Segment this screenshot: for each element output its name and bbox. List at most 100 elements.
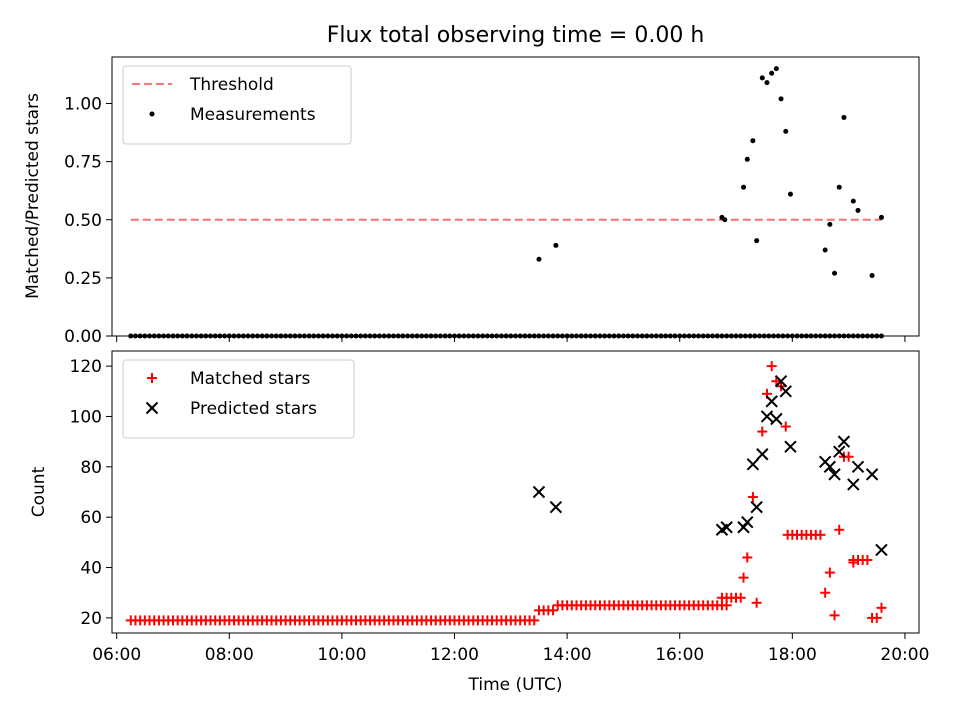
- matched-star-point: [834, 524, 845, 535]
- measurement-point: [778, 96, 784, 102]
- measurement-point: [783, 128, 789, 134]
- matched-star-point: [738, 572, 749, 583]
- y-tick-label: 0.25: [64, 269, 102, 289]
- legend-dot: Measurements: [149, 105, 316, 125]
- top-y-axis-label: Matched/Predicted stars: [23, 93, 43, 299]
- measurement-point: [841, 114, 847, 120]
- x-tick-label: 08:00: [205, 645, 254, 665]
- matched-star-point: [747, 492, 758, 503]
- bottom-panel-marks: [125, 361, 888, 626]
- x-tick-label: 14:00: [543, 645, 592, 665]
- matched-star-point: [780, 421, 791, 432]
- predicted-star-point: [549, 500, 563, 514]
- legend-label: Predicted stars: [190, 399, 317, 419]
- matched-star-point: [766, 361, 777, 372]
- predicted-star-point: [828, 468, 841, 481]
- measurement-point: [855, 207, 861, 213]
- matched-star-point: [548, 605, 559, 616]
- matched-star-point: [824, 567, 835, 578]
- matched-star-point: [848, 557, 859, 568]
- y-tick-label: 0.00: [64, 327, 102, 347]
- x-tick-label: 18:00: [768, 645, 817, 665]
- x-axis-label: Time (UTC): [468, 675, 563, 695]
- bottom-y-ticks: 20 40 60 80 100 120: [70, 357, 112, 629]
- measurement-point: [744, 156, 750, 162]
- x-tick-label: 06:00: [92, 645, 141, 665]
- measurement-point: [754, 238, 760, 244]
- predicted-star-point: [532, 485, 546, 499]
- bottom-legend: Matched stars Predicted stars: [122, 359, 355, 439]
- x-tick-label: 12:00: [430, 645, 479, 665]
- x-tick-label: 16:00: [655, 645, 704, 665]
- predicted-star-point: [720, 521, 733, 534]
- y-tick-label: 1.00: [64, 95, 102, 115]
- measurement-point: [553, 242, 559, 248]
- y-tick-label: 20: [80, 609, 102, 629]
- legend-x: Predicted stars: [145, 399, 317, 419]
- measurement-point: [769, 70, 775, 76]
- measurement-point: [764, 80, 770, 86]
- measurement-point: [878, 214, 884, 220]
- predicted-star-point: [774, 375, 788, 388]
- matched-star-point: [829, 610, 840, 621]
- measurement-point: [773, 66, 779, 72]
- predicted-star-point: [765, 395, 778, 408]
- predicted-star-point: [865, 468, 879, 481]
- measurement-point: [827, 221, 833, 227]
- predicted-star-point: [750, 500, 763, 514]
- matched-star-point: [815, 529, 826, 540]
- bottom-panel: 20 40 60 80 100 120 06:00 08:00 10:00 12:00 14:00…: [29, 350, 929, 695]
- bottom-panel-frame: [111, 350, 920, 634]
- predicted-star-point: [833, 445, 846, 458]
- measurement-point: [787, 191, 793, 197]
- legend-label: Matched stars: [190, 369, 310, 389]
- predicted-star-point: [760, 410, 774, 423]
- matched-star-point: [751, 597, 762, 608]
- matched-star-point: [757, 426, 768, 437]
- top-x-ticks: [116, 336, 906, 342]
- legend-label: Threshold: [189, 75, 274, 95]
- y-tick-label: 0.75: [64, 153, 102, 173]
- legend-plus: Matched stars: [147, 369, 310, 389]
- chart-title: Flux total observing time = 0.00 h: [327, 23, 705, 48]
- matched-star-point: [843, 451, 854, 462]
- measurement-point: [536, 256, 542, 262]
- predicted-star-point: [851, 460, 865, 474]
- measurement-point: [836, 184, 842, 190]
- y-tick-label: 100: [70, 407, 102, 427]
- measurement-point: [750, 138, 756, 144]
- measurement-point: [832, 270, 838, 276]
- predicted-star-point: [823, 460, 837, 474]
- legend-threshold: Threshold: [132, 75, 274, 95]
- y-tick-label: 60: [80, 508, 102, 528]
- bottom-x-ticks: 06:00 08:00 10:00 12:00 14:00 16:00 18:00 20:00: [92, 633, 929, 665]
- predicted-star-point: [746, 458, 760, 471]
- predicted-star-point: [741, 516, 754, 529]
- y-tick-label: 80: [80, 458, 102, 478]
- legend-box: [122, 65, 352, 145]
- bottom-y-axis-label: Count: [29, 466, 49, 517]
- top-panel: 0.00 0.25 0.50 0.75 1.00 Matched/Predicted s…: [23, 56, 920, 347]
- measurement-point: [722, 217, 728, 223]
- legend-label: Measurements: [190, 105, 316, 125]
- matched-star-point: [820, 587, 831, 598]
- matched-star-point: [876, 602, 887, 613]
- y-tick-label: 40: [80, 559, 102, 579]
- y-tick-label: 120: [70, 357, 102, 377]
- matched-star-point: [529, 615, 540, 626]
- measurement-point: [822, 247, 828, 253]
- top-legend: Threshold Measurements: [122, 65, 352, 145]
- y-tick-label: 0.50: [64, 211, 102, 231]
- predicted-star-point: [779, 385, 792, 398]
- predicted-star-point: [875, 543, 888, 557]
- predicted-star-point: [837, 435, 851, 448]
- measurement-point: [850, 198, 856, 204]
- matched-star-point: [871, 612, 882, 623]
- x-tick-label: 20:00: [880, 645, 929, 665]
- predicted-star-point: [847, 478, 860, 491]
- x-tick-label: 10:00: [317, 645, 366, 665]
- measurement-point: [759, 75, 765, 81]
- measurement-point: [741, 184, 747, 190]
- top-y-ticks: 0.00 0.25 0.50 0.75 1.00: [64, 95, 112, 347]
- matched-star-point: [862, 554, 873, 565]
